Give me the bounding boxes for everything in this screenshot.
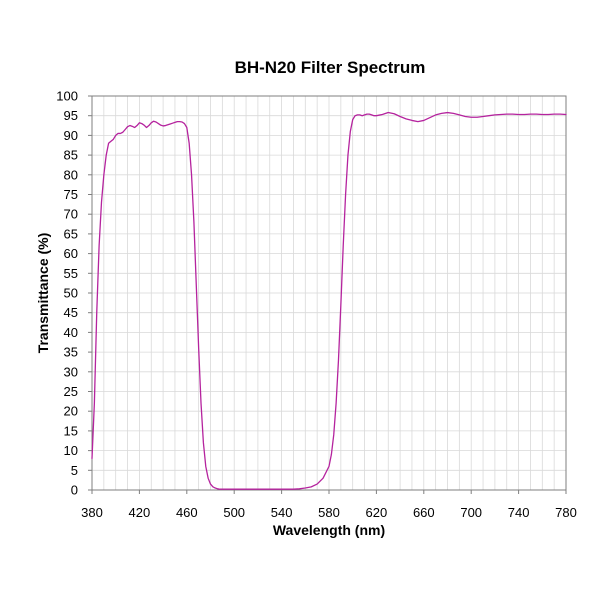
x-tick-label: 660 (413, 505, 435, 520)
y-tick-label: 50 (64, 286, 78, 301)
chart-title: BH-N20 Filter Spectrum (234, 58, 426, 77)
x-tick-label: 460 (176, 505, 198, 520)
y-tick-label: 75 (64, 187, 78, 202)
series-line-1 (91, 111, 567, 490)
y-tick-label: 20 (64, 404, 78, 419)
y-tick-label: 0 (71, 483, 78, 498)
x-tick-label: 780 (555, 505, 577, 520)
y-tick-label: 95 (64, 108, 78, 123)
y-tick-label: 65 (64, 226, 78, 241)
x-tick-label: 580 (318, 505, 340, 520)
y-axis-label: Transmittance (%) (35, 233, 51, 354)
x-tick-label: 420 (129, 505, 151, 520)
x-tick-label: 380 (81, 505, 103, 520)
y-tick-label: 10 (64, 443, 78, 458)
y-tick-label: 100 (56, 89, 78, 104)
y-tick-label: 70 (64, 207, 78, 222)
x-axis-label: Wavelength (nm) (273, 522, 385, 538)
y-tick-label: 45 (64, 305, 78, 320)
x-axis-tick-labels: 380 420 460 500 540 580 620 660 700 740 780 (81, 490, 577, 520)
y-tick-label: 90 (64, 128, 78, 143)
y-tick-label: 80 (64, 167, 78, 182)
series-layer (91, 111, 567, 490)
y-tick-label: 55 (64, 266, 78, 281)
horizontal-gridlines (92, 95, 566, 491)
y-tick-label: 25 (64, 384, 78, 399)
y-axis-tick-labels: 0 5 10 15 20 25 30 35 40 45 50 55 60 65 70 75 80 85 90 95 10… (56, 89, 92, 498)
y-tick-label: 40 (64, 325, 78, 340)
y-tick-label: 60 (64, 246, 78, 261)
x-tick-label: 540 (271, 505, 293, 520)
x-tick-label: 740 (508, 505, 530, 520)
x-tick-label: 620 (366, 505, 388, 520)
y-tick-label: 30 (64, 364, 78, 379)
y-tick-label: 15 (64, 423, 78, 438)
y-tick-label: 85 (64, 148, 78, 163)
x-tick-label: 700 (460, 505, 482, 520)
x-tick-label: 500 (223, 505, 245, 520)
y-tick-label: 5 (71, 463, 78, 478)
y-tick-label: 35 (64, 345, 78, 360)
